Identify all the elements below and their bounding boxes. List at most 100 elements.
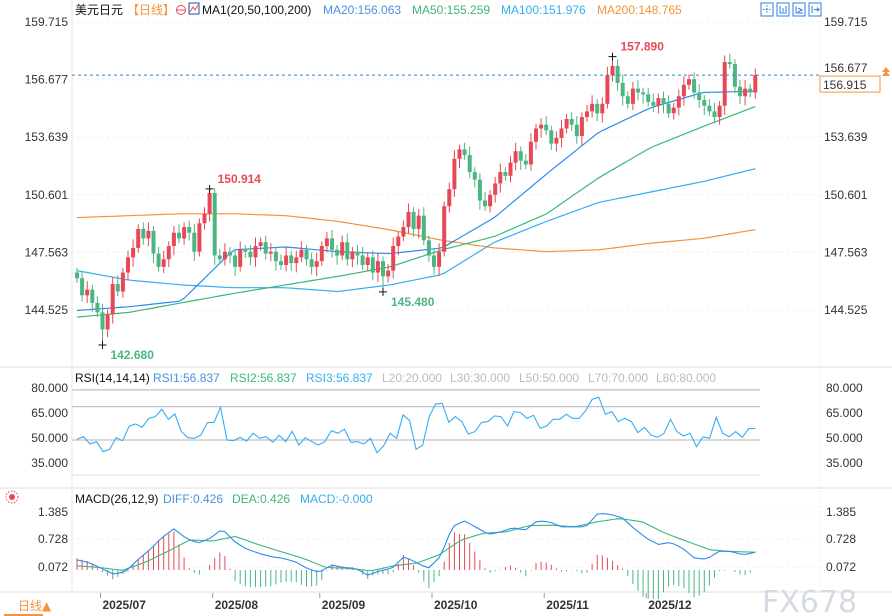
rsi-tick-left: 50.000 [31, 431, 68, 445]
candle-body [268, 251, 273, 254]
candle [528, 133, 533, 171]
candle-body [386, 270, 391, 277]
candle [350, 246, 355, 268]
candle [156, 246, 161, 272]
candle-body [406, 211, 411, 228]
exit-icon[interactable] [808, 2, 822, 17]
time-tick-label: 2025/09 [322, 598, 366, 612]
candle-body [671, 107, 676, 114]
candle-body [294, 257, 299, 264]
candle [217, 248, 222, 265]
line-step-icon[interactable] [792, 2, 806, 17]
candle [238, 241, 243, 272]
crosshair-icon[interactable] [760, 2, 774, 17]
ma20-line [76, 90, 756, 312]
candle [483, 191, 487, 211]
candle [268, 243, 273, 262]
candle [753, 68, 758, 99]
candle-body [80, 278, 85, 296]
candle [651, 93, 656, 112]
candle-body [319, 246, 324, 262]
candle-body [411, 211, 416, 229]
candle [722, 55, 727, 115]
price-tick-hidden: 156.677 [824, 61, 868, 75]
candle-body [462, 149, 467, 156]
candle-body [166, 246, 171, 260]
ma100-legend: MA100:151.976 [501, 3, 586, 17]
rsi-line [76, 396, 756, 454]
scroll-up-arrow-icon[interactable] [882, 67, 890, 76]
candle [493, 176, 498, 203]
candle [381, 256, 385, 292]
period-label[interactable]: 【日线】 [127, 3, 175, 17]
candle [641, 87, 646, 104]
candle-body [467, 155, 472, 173]
candle-body [202, 213, 207, 224]
candle-body [324, 238, 329, 247]
candle [187, 220, 192, 241]
candle [748, 83, 753, 98]
candle-body [284, 255, 289, 265]
candle-body [126, 257, 130, 273]
candle [319, 241, 324, 266]
candle [676, 89, 681, 116]
candle [579, 112, 584, 146]
candle [615, 59, 620, 91]
candle [289, 250, 294, 271]
candle [355, 245, 360, 265]
candle [340, 235, 345, 261]
candle-body [702, 100, 707, 106]
price-tick-left: 156.677 [25, 73, 69, 87]
candle-body [75, 272, 79, 279]
candle-body [738, 86, 742, 97]
candle-body [370, 257, 375, 273]
candle-body [712, 111, 717, 118]
rsi3-legend: RSI3:56.837 [306, 371, 373, 385]
candle-body [447, 189, 452, 207]
extreme-label: 142.680 [111, 348, 155, 362]
candle [656, 93, 661, 114]
candle-body [365, 257, 370, 265]
macd-settings-icon[interactable] [5, 490, 19, 504]
macd-tick-left: 1.385 [38, 505, 68, 519]
candle [554, 131, 559, 152]
candle-body [457, 149, 462, 159]
candle-body [539, 124, 544, 129]
candle-body [452, 158, 457, 190]
candle-body [503, 172, 508, 176]
bar-chart-icon[interactable] [776, 2, 790, 17]
rsi-l50-legend: L50:50.000 [519, 371, 579, 385]
rsi-tick-left: 65.000 [31, 406, 68, 420]
candle-body [620, 82, 625, 97]
time-axis: 2025/07 2025/08 2025/09 2025/10 2025/11 2025/… [100, 593, 692, 612]
rsi-l20-legend: L20:20.000 [382, 371, 442, 385]
ma100-line [76, 168, 756, 293]
candle-body [212, 192, 217, 256]
candle-body [238, 249, 243, 267]
time-tick-label: 2025/12 [648, 598, 692, 612]
candle [472, 167, 477, 188]
price-grid: 159.715 159.715 156.677 153.639 153.639 150.6… [25, 15, 868, 317]
candle-body [564, 118, 569, 129]
settings-circle-icon[interactable] [176, 5, 186, 15]
candle-body [401, 227, 406, 237]
candle [391, 237, 396, 279]
candle [345, 233, 350, 266]
rsi2-legend: RSI2:56.837 [230, 371, 297, 385]
candle-body [141, 228, 146, 239]
candle [498, 163, 503, 193]
candle-body [330, 238, 334, 250]
indicator-chart-icon[interactable] [188, 2, 200, 15]
rsi1-legend: RSI1:56.837 [153, 371, 220, 385]
ma20-legend: MA20:156.063 [323, 3, 401, 17]
current-price-value: 156.915 [823, 78, 867, 92]
candle [273, 246, 278, 271]
ma50-legend: MA50:155.259 [412, 3, 490, 17]
candle-body [279, 261, 283, 265]
candle-body [549, 130, 554, 144]
candle [243, 245, 248, 258]
period-button-bg[interactable] [0, 593, 72, 616]
period-button[interactable]: 日线▲ [18, 599, 52, 613]
candle [207, 188, 212, 222]
